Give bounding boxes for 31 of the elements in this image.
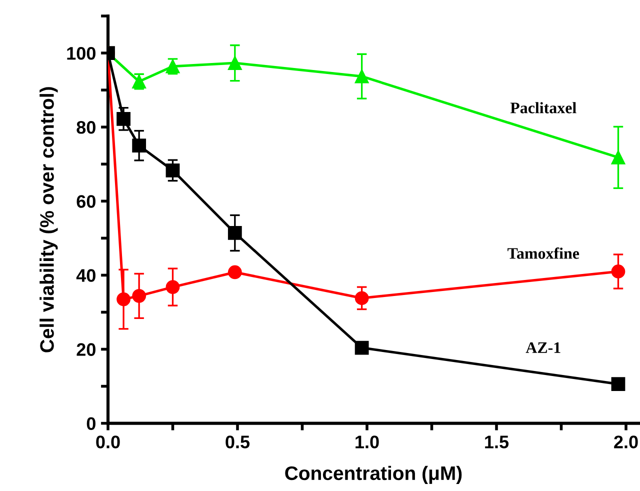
x-tick-label: 1.0 (356, 436, 379, 448)
y-tick-label: 100 (67, 46, 96, 60)
point (228, 226, 242, 240)
point (228, 56, 242, 70)
point (611, 150, 626, 164)
series-label: Paclitaxel (510, 102, 576, 114)
point (132, 138, 146, 153)
point (166, 163, 180, 178)
point (116, 112, 130, 126)
y-tick-label: 60 (76, 195, 96, 208)
x-tick-label: 2.0 (614, 436, 638, 448)
y-axis-title: Cell viability (% over control) (40, 87, 58, 352)
point (611, 264, 626, 278)
series-label: AZ-1 (526, 342, 560, 353)
series-label: Tamoxfine (508, 247, 580, 259)
point (611, 377, 626, 391)
y-tick-label: 0 (86, 417, 96, 430)
x-axis-title: Concentration (μM) (285, 466, 462, 484)
y-tick-label: 40 (76, 269, 96, 282)
point (166, 280, 180, 294)
y-tick-label: 20 (76, 343, 96, 356)
x-tick-label: 1.5 (485, 436, 509, 448)
point (132, 288, 146, 303)
point (116, 292, 130, 306)
point (354, 69, 369, 84)
point (354, 340, 369, 355)
point (228, 265, 242, 280)
point (354, 291, 369, 306)
y-tick-label: 80 (76, 121, 96, 134)
x-tick-label: 0.5 (226, 436, 250, 448)
x-tick-label: 0.0 (96, 436, 120, 448)
